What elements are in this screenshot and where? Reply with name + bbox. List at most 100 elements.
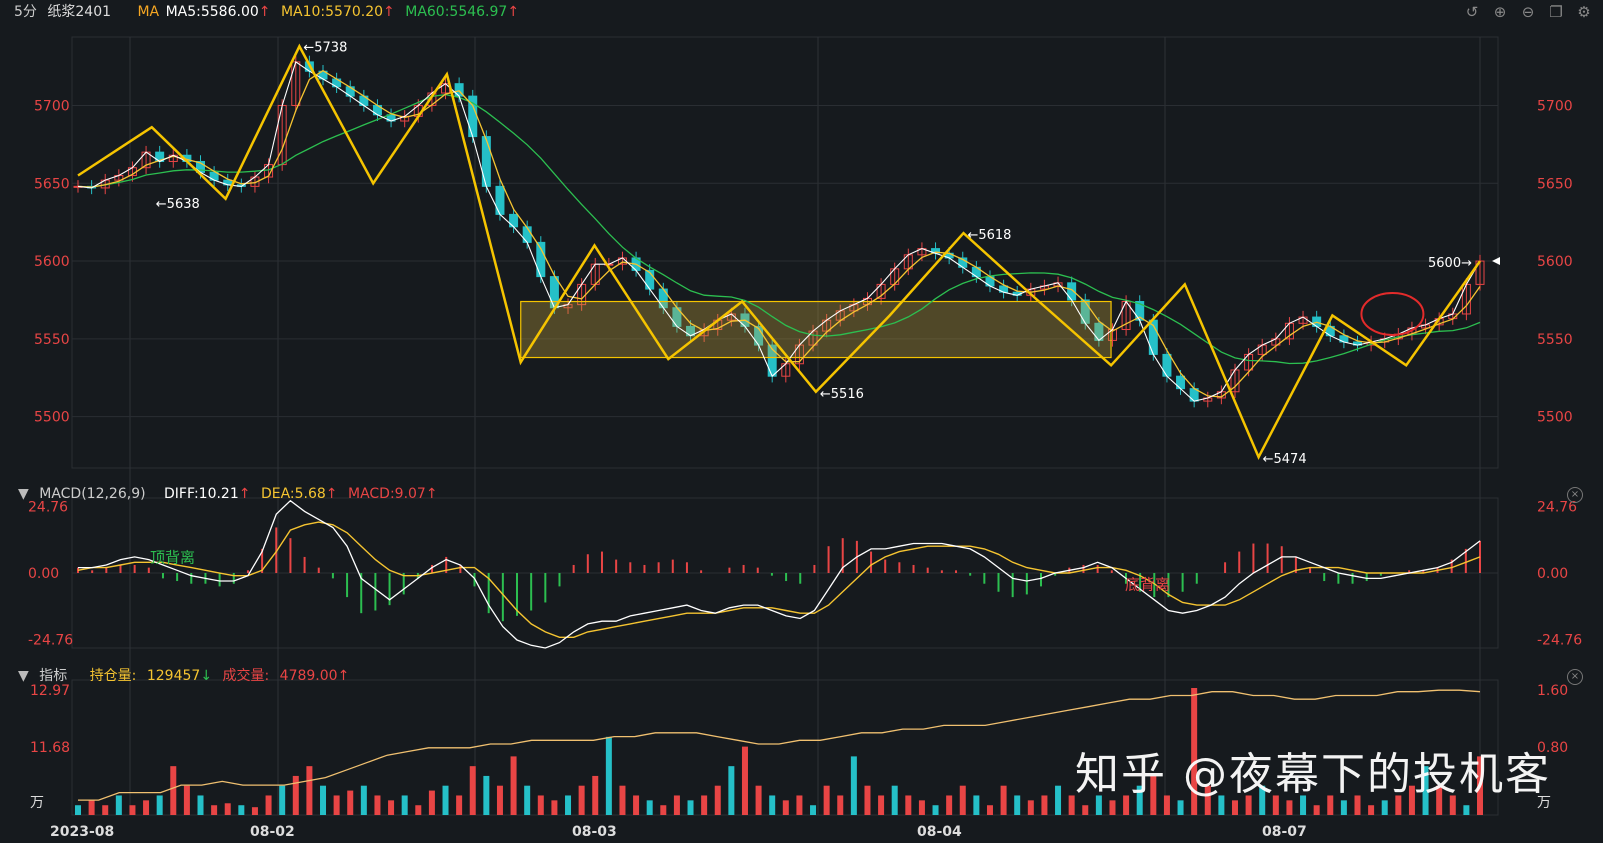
- volume-bar: [1286, 800, 1293, 815]
- candle-body: [495, 185, 505, 215]
- volume-bar: [388, 800, 395, 815]
- indicator-title[interactable]: 指标: [39, 668, 68, 684]
- volume-bar: [1204, 785, 1211, 815]
- macd-tick-left: -24.76: [28, 632, 73, 648]
- volume-bar: [320, 785, 327, 815]
- vol-value: 4789.00: [279, 668, 338, 684]
- period-label[interactable]: 5分: [14, 4, 37, 20]
- volume-bar: [1095, 795, 1102, 815]
- volume-bar: [333, 795, 340, 815]
- volume-bar: [1245, 795, 1252, 815]
- macd-header: ▼ MACD(12,26,9) DIFF:10.21↑ DEA:5.68↑ MA…: [18, 482, 444, 506]
- x-tick-label: 08-03: [572, 824, 617, 840]
- volume-bar: [1231, 800, 1238, 815]
- ma60-value: MA60:5546.97: [405, 4, 508, 20]
- undo-icon[interactable]: ↺: [1465, 3, 1479, 21]
- volume-bar: [469, 766, 476, 815]
- volume-bar: [850, 756, 857, 815]
- volume-bar: [75, 805, 81, 815]
- macd-title[interactable]: MACD(12,26,9): [39, 486, 146, 502]
- volume-bar: [1000, 785, 1007, 815]
- volume-bar: [292, 775, 299, 815]
- ma10-line: [77, 69, 1481, 398]
- volume-bar: [224, 803, 231, 815]
- candle-body: [481, 136, 491, 187]
- volume-bar: [823, 785, 830, 815]
- volume-bar: [183, 785, 190, 815]
- vol-tick-right: 1.60: [1537, 683, 1568, 699]
- volume-bar: [1436, 785, 1443, 815]
- vol-tick-right: 万: [1537, 795, 1551, 811]
- volume-bar: [918, 800, 925, 815]
- volume-bar: [769, 795, 776, 815]
- volume-bar: [170, 766, 177, 815]
- ma-label: MA: [137, 4, 160, 20]
- volume-bar: [401, 795, 408, 815]
- volume-bar: [129, 805, 136, 815]
- watermark: 知乎 @夜幕下的投机客: [1075, 749, 1551, 800]
- volume-bar: [1272, 795, 1279, 815]
- axis-labels: 5500 5500 5550 5550 5600 5600 5650 5650 5700 5700…: [28, 98, 1582, 840]
- volume-bar: [1041, 795, 1048, 815]
- volume-bar: [1408, 785, 1415, 815]
- volume-bar: [1218, 795, 1225, 815]
- volume-bar: [646, 800, 653, 815]
- volume-bar: [1327, 795, 1334, 815]
- volume-bar: [143, 800, 150, 815]
- volume-bar: [864, 785, 871, 815]
- volume-bar: [156, 795, 163, 815]
- volume-bar: [741, 746, 748, 815]
- panel-frame-0: [71, 36, 1499, 469]
- price-panel[interactable]: ←5638 ←5738 ←5516 ←5618 ←5474 5600→: [73, 40, 1500, 467]
- volume-bar: [905, 795, 912, 815]
- volume-bar: [347, 790, 354, 815]
- ma5-line: [77, 61, 1481, 402]
- volume-bar: [1150, 775, 1157, 815]
- x-tick-label: 08-04: [917, 824, 962, 840]
- highlight-circle: [1360, 291, 1425, 336]
- volume-bar: [605, 736, 612, 815]
- volume-bar: [1068, 795, 1075, 815]
- volume-panel[interactable]: [75, 688, 1483, 815]
- price-tick-left: 5700: [34, 98, 70, 114]
- volume-bar: [714, 785, 721, 815]
- macd-value: MACD:9.07: [347, 486, 426, 502]
- volume-bar: [959, 785, 966, 815]
- volume-bar: [796, 795, 803, 815]
- collapse-icon[interactable]: ▼: [18, 486, 29, 502]
- dea-value: DEA:5.68: [260, 486, 326, 502]
- zoom-out-icon[interactable]: ⊖: [1521, 3, 1535, 21]
- ma60-line: [77, 93, 1481, 365]
- ma10-value: MA10:5570.20: [280, 4, 384, 20]
- volume-close-icon[interactable]: ×: [1567, 669, 1583, 685]
- divergence-bottom-label: 底背离: [1125, 576, 1170, 594]
- volume-bar: [891, 785, 898, 815]
- volume-bar: [238, 805, 245, 815]
- collapse-icon[interactable]: ▼: [18, 668, 29, 684]
- volume-bar: [619, 785, 626, 815]
- volume-bar: [1477, 756, 1483, 815]
- zoom-in-icon[interactable]: ⊕: [1493, 3, 1507, 21]
- volume-bar: [973, 795, 980, 815]
- candle-body: [522, 226, 532, 243]
- settings-icon[interactable]: ⚙: [1577, 3, 1591, 21]
- volume-bar: [1259, 785, 1266, 815]
- volume-bar: [1449, 795, 1456, 815]
- volume-bar: [1177, 800, 1184, 815]
- macd-tick-left: 0.00: [28, 566, 59, 582]
- vol-tick-left: 11.68: [30, 740, 70, 756]
- volume-bar: [592, 775, 599, 815]
- symbol-label: 纸浆2401: [47, 4, 112, 20]
- macd-close-icon[interactable]: ×: [1567, 487, 1583, 503]
- fullscreen-icon[interactable]: ❐: [1549, 3, 1563, 21]
- dea-line: [77, 521, 1481, 638]
- volume-bar: [496, 785, 503, 815]
- volume-bar: [551, 800, 558, 815]
- volume-bar: [946, 795, 953, 815]
- dea-arrow: ↑: [325, 486, 338, 502]
- price-tick-right: 5500: [1537, 410, 1573, 426]
- price-tick-left: 5650: [34, 176, 70, 192]
- x-tick-label: 2023-08: [50, 824, 114, 840]
- volume-bar: [428, 790, 435, 815]
